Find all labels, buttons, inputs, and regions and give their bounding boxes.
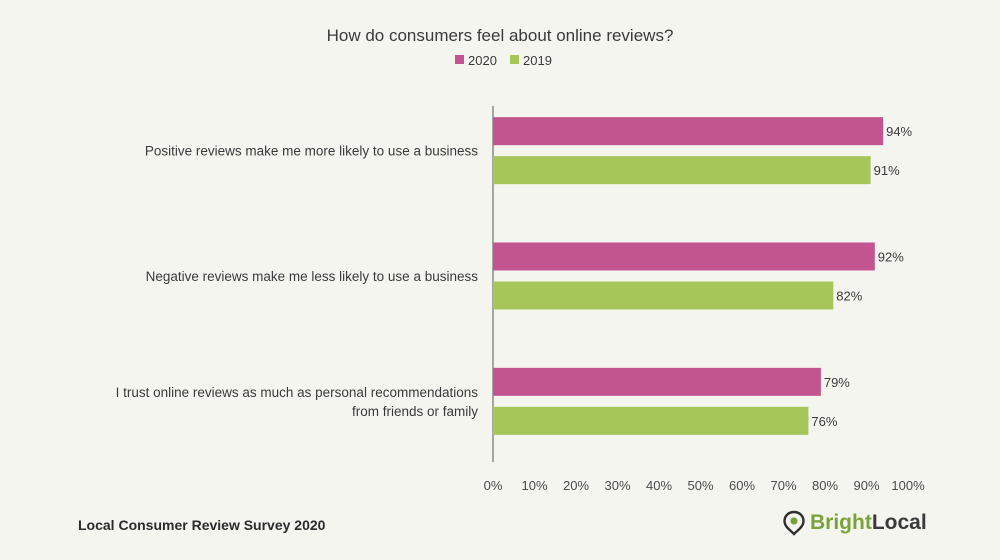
data-label-2019-1: 91% bbox=[874, 163, 900, 178]
legend-swatch-2019 bbox=[510, 55, 519, 64]
x-tick-label: 80% bbox=[812, 478, 838, 493]
data-label-2019-2: 82% bbox=[836, 289, 862, 304]
category-label-1: Positive reviews make me more likely to … bbox=[145, 144, 478, 159]
bar-2019-1 bbox=[493, 156, 871, 185]
bar-2020-3 bbox=[493, 367, 821, 396]
legend: 2020 2019 bbox=[455, 53, 552, 68]
location-pin-icon bbox=[783, 510, 805, 536]
data-label-2019-3: 76% bbox=[811, 414, 837, 429]
brand-part-bright: Bright bbox=[810, 511, 872, 534]
legend-label-2019: 2019 bbox=[523, 53, 552, 68]
x-tick-label: 30% bbox=[604, 478, 630, 493]
data-label-2020-2: 92% bbox=[878, 250, 904, 265]
data-labels: 94% 91% 92% 82% 79% 76% bbox=[811, 124, 912, 429]
x-tick-label: 40% bbox=[646, 478, 672, 493]
x-tick-label: 10% bbox=[521, 478, 547, 493]
x-tick-label: 100% bbox=[891, 478, 925, 493]
bar-2020-1 bbox=[493, 117, 884, 146]
x-tick-label: 50% bbox=[687, 478, 713, 493]
legend-swatch-2020 bbox=[455, 55, 464, 64]
x-tick-label: 60% bbox=[729, 478, 755, 493]
brightlocal-logo: BrightLocal bbox=[782, 510, 927, 536]
x-tick-label: 70% bbox=[770, 478, 796, 493]
bars bbox=[493, 117, 884, 435]
bar-2019-3 bbox=[493, 406, 809, 435]
category-label-3-line-1: I trust online reviews as much as person… bbox=[116, 385, 479, 400]
source-label: Local Consumer Review Survey 2020 bbox=[78, 517, 326, 533]
data-label-2020-1: 94% bbox=[886, 124, 912, 139]
bar-2020-2 bbox=[493, 242, 875, 271]
x-tick-label: 20% bbox=[563, 478, 589, 493]
x-axis-ticks: 0% 10% 20% 30% 40% 50% 60% 70% 80% 90% 100% bbox=[484, 478, 925, 493]
bar-2019-2 bbox=[493, 281, 834, 310]
category-label-2: Negative reviews make me less likely to … bbox=[146, 269, 479, 284]
category-labels: Positive reviews make me more likely to … bbox=[116, 144, 479, 419]
legend-label-2020: 2020 bbox=[468, 53, 497, 68]
brand-part-local: Local bbox=[871, 511, 927, 534]
x-tick-label: 0% bbox=[484, 478, 503, 493]
chart-title: How do consumers feel about online revie… bbox=[327, 26, 674, 45]
data-label-2020-3: 79% bbox=[824, 375, 850, 390]
category-label-3-line-2: from friends or family bbox=[352, 404, 478, 419]
x-tick-label: 90% bbox=[853, 478, 879, 493]
